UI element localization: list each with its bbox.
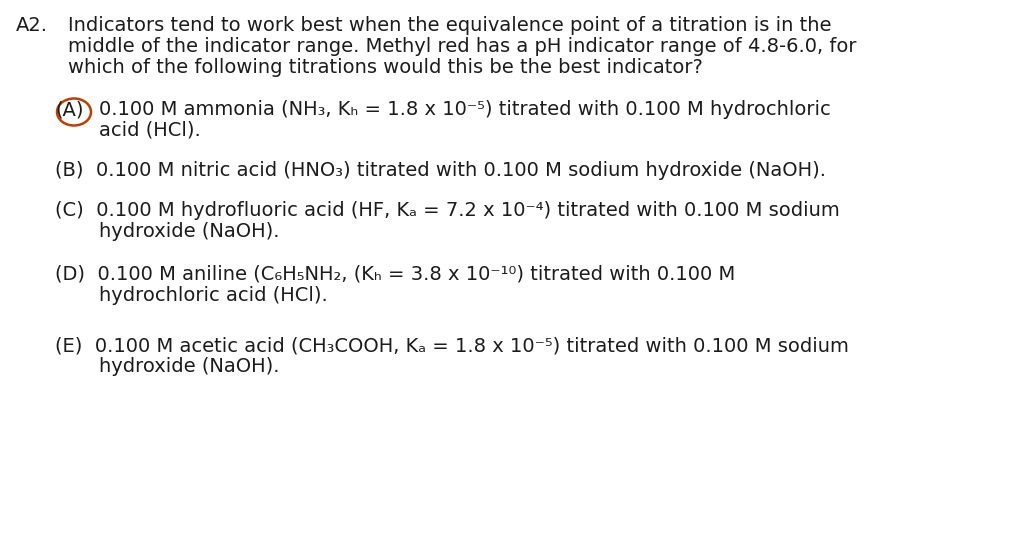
Text: hydroxide (NaOH).: hydroxide (NaOH). (99, 357, 280, 376)
Text: (D)  0.100 M aniline (C₆H₅NH₂, (Kₕ = 3.8 x 10⁻¹⁰) titrated with 0.100 M: (D) 0.100 M aniline (C₆H₅NH₂, (Kₕ = 3.8 … (55, 265, 735, 284)
Text: (C)  0.100 M hydrofluoric acid (HF, Kₐ = 7.2 x 10⁻⁴) titrated with 0.100 M sodiu: (C) 0.100 M hydrofluoric acid (HF, Kₐ = … (55, 201, 840, 220)
Text: (B)  0.100 M nitric acid (HNO₃) titrated with 0.100 M sodium hydroxide (NaOH).: (B) 0.100 M nitric acid (HNO₃) titrated … (55, 161, 826, 180)
Text: (A): (A) (55, 100, 84, 119)
Text: middle of the indicator range. Methyl red has a pH indicator range of 4.8-6.0, f: middle of the indicator range. Methyl re… (68, 37, 856, 56)
Text: hydrochloric acid (HCl).: hydrochloric acid (HCl). (99, 286, 328, 305)
Text: (E)  0.100 M acetic acid (CH₃COOH, Kₐ = 1.8 x 10⁻⁵) titrated with 0.100 M sodium: (E) 0.100 M acetic acid (CH₃COOH, Kₐ = 1… (55, 336, 849, 355)
Text: acid (HCl).: acid (HCl). (99, 121, 201, 140)
Text: which of the following titrations would this be the best indicator?: which of the following titrations would … (68, 58, 702, 77)
Text: 0.100 M ammonia (NH₃, Kₕ = 1.8 x 10⁻⁵) titrated with 0.100 M hydrochloric: 0.100 M ammonia (NH₃, Kₕ = 1.8 x 10⁻⁵) t… (99, 100, 830, 119)
Text: hydroxide (NaOH).: hydroxide (NaOH). (99, 222, 280, 241)
Text: Indicators tend to work best when the equivalence point of a titration is in the: Indicators tend to work best when the eq… (68, 16, 831, 35)
Text: A2.: A2. (16, 16, 48, 35)
